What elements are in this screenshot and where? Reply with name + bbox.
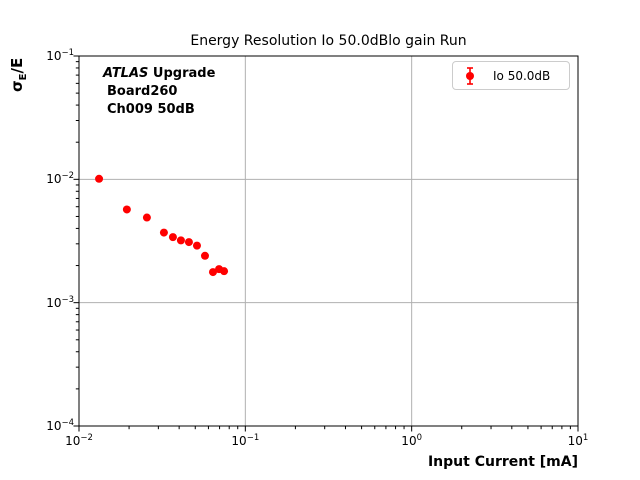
y-axis-label-sigma: σ	[8, 80, 26, 92]
data-point	[176, 236, 185, 245]
annotation-line1: ATLAS Upgrade	[103, 65, 215, 83]
x-tick-label: 10−2	[65, 433, 93, 448]
data-point	[220, 267, 229, 276]
legend-label: Io 50.0dB	[493, 68, 551, 83]
y-axis-label: σE/E	[8, 58, 29, 92]
y-tick-label: 10−4	[46, 417, 74, 433]
data-point	[95, 174, 104, 183]
x-axis-label: Input Current [mA]	[427, 454, 578, 470]
data-point	[192, 241, 201, 250]
data-point	[184, 238, 193, 247]
data-point	[159, 228, 168, 237]
annotation-atlas: ATLAS	[103, 66, 149, 81]
y-tick-label: 10−3	[46, 294, 74, 310]
y-axis-label-sub: E	[18, 73, 29, 81]
data-point	[142, 213, 151, 222]
annotation-block: ATLAS Upgrade Board260 Ch009 50dB	[103, 65, 215, 119]
x-tick-label: 100	[401, 433, 423, 448]
annotation-upgrade: Upgrade	[148, 66, 216, 81]
legend-marker-icon	[466, 66, 474, 85]
legend: Io 50.0dB	[452, 61, 570, 90]
data-point	[208, 268, 217, 277]
annotation-line2: Board260	[107, 84, 178, 99]
data-point	[200, 251, 209, 260]
axes-frame	[78, 55, 579, 427]
x-tick-label: 10−1	[231, 433, 260, 448]
data-point	[168, 233, 177, 242]
x-tick-label: 101	[567, 433, 589, 448]
annotation-line3: Ch009 50dB	[107, 102, 195, 117]
data-point	[122, 205, 131, 214]
y-tick-label: 10−2	[46, 171, 74, 187]
y-tick-label: 10−1	[46, 47, 74, 63]
chart-title: Energy Resolution Io 50.0dBlo gain Run	[190, 33, 467, 49]
